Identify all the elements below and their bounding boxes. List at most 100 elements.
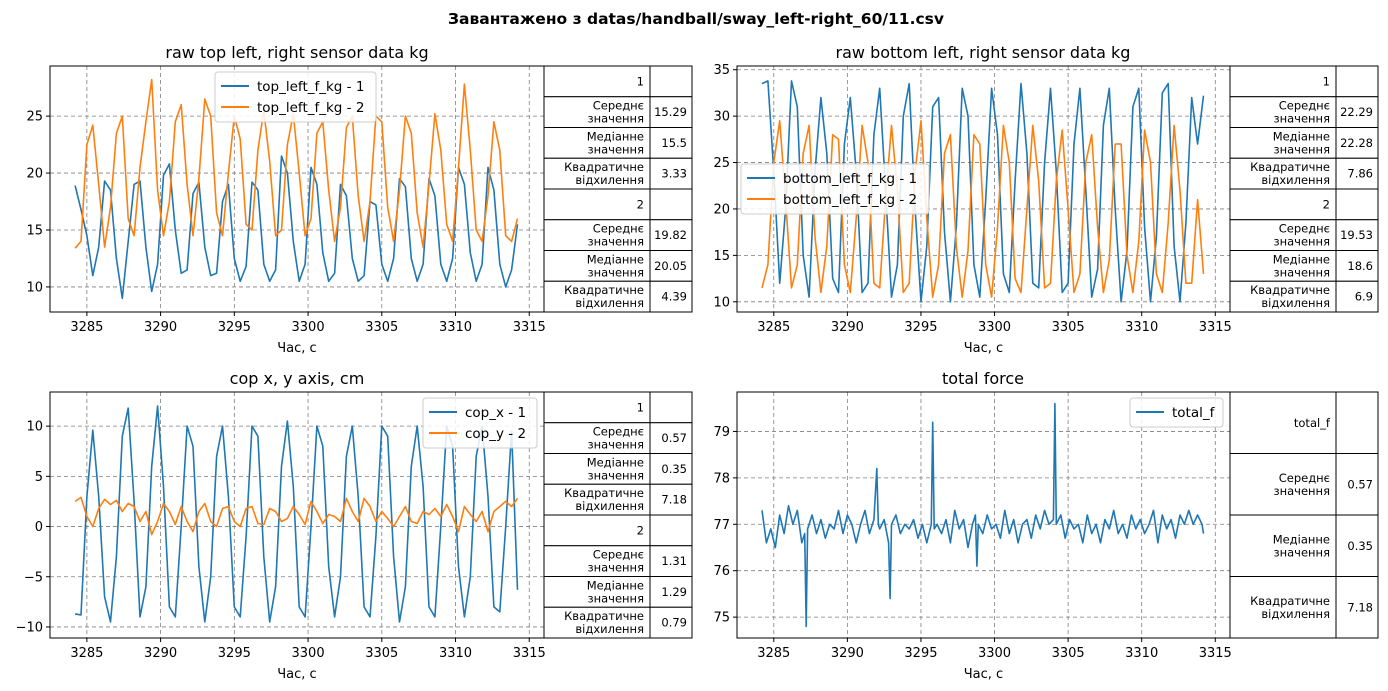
series-line-top-left-f-kg-1 (74, 155, 519, 300)
table-row-value: 0.57 (661, 431, 687, 445)
x-tick-label: 3310 (439, 320, 472, 335)
table-cell (649, 514, 693, 547)
table-row-label: Квадратичне відхилення (564, 609, 644, 636)
table-cell (1229, 188, 1337, 221)
table-row-value: 22.29 (1340, 105, 1373, 119)
stats-table: 1 Середнє значення 22.29 Медіанне значення 22.… (1229, 65, 1379, 313)
table-row-label: Середнє значення (587, 425, 644, 452)
chart-panel-1: raw top left, right sensor data kg 3285 32… (26, 43, 693, 356)
table-cell (649, 576, 693, 608)
table-row-label: Середнє значення (587, 548, 644, 575)
table-row-label: 1 (637, 400, 644, 414)
series-line-bottom-left-f-kg-2 (761, 120, 1205, 298)
y-tick-label: 79 (713, 425, 730, 440)
table-row-value: 7.86 (1347, 167, 1373, 181)
table-cell (1335, 157, 1379, 190)
table-cell (1335, 391, 1379, 454)
table-cell (649, 422, 693, 454)
table-row-label: 2 (1323, 197, 1330, 211)
y-tick-label: 25 (713, 156, 730, 171)
legend: bottom_left_f_kg - 1 bottom_left_f_kg - 2 (740, 163, 930, 215)
table-row-label: 2 (637, 197, 644, 211)
table-cell (1335, 219, 1379, 251)
table-row-label: Медіанне значення (1273, 532, 1330, 559)
y-tick-label: 5 (35, 470, 43, 485)
x-tick-label: 3290 (831, 646, 864, 661)
legend-box (740, 163, 930, 215)
x-tick-label: 3295 (904, 646, 937, 661)
table-row-label: Квадратичне відхилення (564, 283, 644, 310)
y-tick-label: 78 (713, 471, 730, 486)
x-tick-label: 3305 (1052, 646, 1085, 661)
table-cell (649, 219, 693, 251)
table-row-value: 19.53 (1340, 228, 1373, 242)
table-row-label: Квадратичне відхилення (564, 486, 644, 513)
table-cell (543, 96, 651, 128)
table-cell (543, 280, 651, 313)
table-row-label: Середнє значення (587, 222, 644, 249)
chart-panel-4: total force 3285 3290 3295 3300 3305 3310 3315 7… (713, 369, 1379, 682)
legend-box (422, 397, 538, 449)
table-row-label: Квадратичне відхилення (564, 160, 644, 187)
table-row-label: Середнє значення (1273, 471, 1330, 498)
table-cell (543, 250, 651, 282)
table-cell (543, 65, 651, 98)
x-tick-label: 3285 (70, 646, 103, 661)
x-tick-label: 3300 (292, 320, 325, 335)
table-row-label: Квадратичне відхилення (1250, 160, 1330, 187)
table-row-label: Середнє значення (1273, 99, 1330, 126)
x-tick-label: 3310 (1125, 646, 1158, 661)
legend-label: total_f (1172, 405, 1216, 421)
legend-label: cop_y - 2 (465, 426, 526, 442)
table-row-value: 1.31 (661, 554, 687, 568)
y-tick-label: 25 (26, 110, 43, 125)
table-row-value: 1.29 (661, 585, 687, 599)
table-cell (649, 96, 693, 128)
table-cell (649, 606, 693, 639)
table-row-label: total_f (1294, 416, 1331, 430)
y-tick-label: 10 (713, 295, 730, 310)
y-tick-label: 0 (35, 520, 43, 535)
chart-title: raw bottom left, right sensor data kg (836, 43, 1131, 62)
legend-label: bottom_left_f_kg - 1 (783, 171, 917, 187)
y-tick-label: 35 (713, 63, 730, 78)
table-row-label: Середнє значення (587, 99, 644, 126)
table-cell (1229, 280, 1337, 313)
table-cell (1335, 127, 1379, 159)
table-cell (1335, 250, 1379, 282)
axes-frame (736, 391, 1231, 639)
x-tick-label: 3290 (144, 646, 177, 661)
table-cell (649, 157, 693, 190)
series-line-cop-x-1 (74, 405, 519, 623)
x-tick-label: 3315 (513, 320, 546, 335)
table-row-value: 7.18 (1347, 600, 1373, 614)
table-row-value: 4.39 (661, 290, 687, 304)
table-row-value: 0.35 (661, 462, 687, 476)
table-cell (1335, 65, 1379, 98)
y-tick-label: −10 (16, 620, 43, 635)
x-tick-label: 3300 (292, 646, 325, 661)
table-cell (1229, 157, 1337, 190)
x-tick-label: 3310 (439, 646, 472, 661)
legend: total_f (1129, 397, 1224, 428)
x-tick-label: 3285 (757, 320, 790, 335)
table-cell (543, 576, 651, 608)
table-row-value: 15.5 (661, 136, 687, 150)
chart-title: total force (942, 369, 1024, 388)
legend-box (214, 71, 377, 123)
table-cell (543, 391, 651, 424)
table-row-label: Медіанне значення (1273, 129, 1330, 156)
legend-label: bottom_left_f_kg - 2 (783, 192, 917, 208)
table-cell (543, 453, 651, 485)
x-tick-label: 3310 (1125, 320, 1158, 335)
legend-label: cop_x - 1 (465, 405, 526, 421)
table-cell (543, 606, 651, 639)
table-row-label: Середнє значення (1273, 222, 1330, 249)
table-cell (649, 453, 693, 485)
table-row-value: 0.57 (1347, 477, 1373, 491)
legend: top_left_f_kg - 1 top_left_f_kg - 2 (214, 71, 377, 123)
table-row-label: 1 (637, 74, 644, 88)
stats-table: total_f Середнє значення 0.57 Медіанне значен… (1229, 391, 1379, 639)
table-cell (1335, 188, 1379, 221)
